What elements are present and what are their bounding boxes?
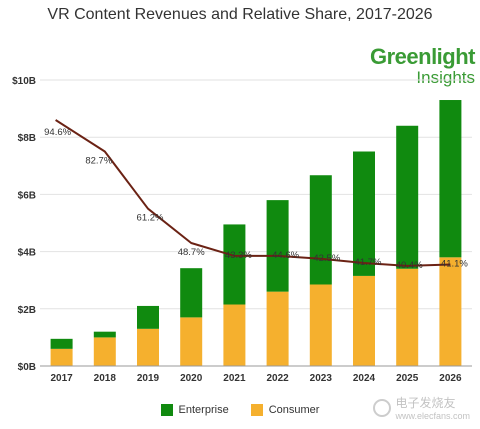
bar-consumer	[223, 304, 246, 366]
legend-swatch-enterprise	[160, 404, 173, 416]
share-data-label: 42.5%	[313, 253, 340, 264]
share-data-label: 61.2%	[137, 213, 164, 224]
logo-line-2: Insights	[416, 68, 475, 87]
stacked-bars	[50, 100, 462, 366]
legend-swatch-consumer	[250, 404, 263, 416]
legend: Enterprise Consumer	[0, 404, 480, 416]
bar-consumer	[50, 348, 73, 366]
bar-enterprise	[309, 175, 332, 285]
x-tick-label: 2025	[396, 373, 419, 384]
y-tick-label: $0B	[18, 362, 36, 373]
bar-enterprise	[223, 224, 246, 305]
bar-enterprise	[396, 125, 419, 269]
bar-consumer	[396, 268, 419, 366]
legend-label-enterprise: Enterprise	[178, 404, 229, 416]
watermark-line-2: www.elecfans.com	[395, 411, 470, 421]
share-data-label: 94.6%	[44, 127, 71, 138]
greenlight-insights-logo: Greenlight Insights	[360, 44, 476, 87]
bar-enterprise	[439, 100, 462, 258]
share-data-label: 41.1%	[441, 258, 468, 269]
logo-line-1: Greenlight	[369, 44, 476, 69]
x-tick-label: 2022	[266, 373, 289, 384]
x-tick-label: 2023	[310, 373, 333, 384]
bar-enterprise	[50, 338, 73, 349]
bar-consumer	[353, 275, 375, 366]
x-tick-label: 2024	[353, 373, 376, 384]
x-tick-label: 2020	[180, 373, 203, 384]
share-data-label: 43.3%	[225, 250, 252, 261]
y-tick-label: $4B	[18, 248, 36, 259]
legend-item-enterprise: Enterprise	[160, 404, 229, 416]
bar-consumer	[266, 291, 289, 366]
legend-item-consumer: Consumer	[250, 404, 320, 416]
bar-consumer	[180, 317, 203, 366]
bar-consumer	[137, 328, 159, 366]
watermark-logo-icon	[373, 398, 392, 417]
share-data-label: 41.7%	[355, 257, 382, 268]
bar-enterprise	[180, 268, 203, 318]
bar-enterprise	[137, 305, 159, 329]
share-data-label: 48.7%	[178, 247, 205, 258]
x-tick-label: 2021	[223, 373, 246, 384]
share-data-label: 82.7%	[85, 156, 112, 167]
share-data-label: 44.6%	[272, 250, 299, 261]
share-data-label: 40.4%	[396, 260, 423, 271]
bar-enterprise	[93, 331, 116, 338]
y-axis: $0B $2B $4B $6B $8B $10B	[12, 76, 36, 373]
x-tick-label: 2019	[137, 373, 160, 384]
chart-plot: $0B $2B $4B $6B $8B $10B 94.6% 82.7% 61.2% 48.7%…	[12, 76, 472, 384]
bar-consumer	[93, 337, 116, 366]
bar-enterprise	[266, 200, 289, 292]
x-tick-label: 2018	[94, 373, 117, 384]
legend-label-consumer: Consumer	[268, 404, 320, 416]
bar-consumer	[309, 284, 332, 366]
x-tick-label: 2026	[439, 373, 462, 384]
watermark: 电子发烧友 www.elecfans.com	[373, 394, 470, 421]
y-tick-label: $2B	[18, 305, 36, 316]
watermark-text: 电子发烧友 www.elecfans.com	[395, 394, 470, 421]
y-tick-label: $8B	[18, 133, 36, 144]
bar-consumer	[439, 257, 462, 366]
watermark-line-1: 电子发烧友	[395, 396, 456, 410]
share-line	[55, 119, 451, 267]
chart-title: VR Content Revenues and Relative Share, …	[47, 6, 433, 23]
x-tick-label: 2017	[50, 373, 73, 384]
y-tick-label: $6B	[18, 190, 36, 201]
x-axis: 2017 2018 2019 2020 2021 2022 2023 2024 2025 2026	[40, 365, 472, 384]
y-tick-label: $10B	[12, 76, 36, 87]
bar-enterprise	[353, 151, 375, 276]
share-line-layer: 94.6% 82.7% 61.2% 48.7% 43.3% 44.6% 42.5% 41.7%…	[44, 119, 468, 271]
